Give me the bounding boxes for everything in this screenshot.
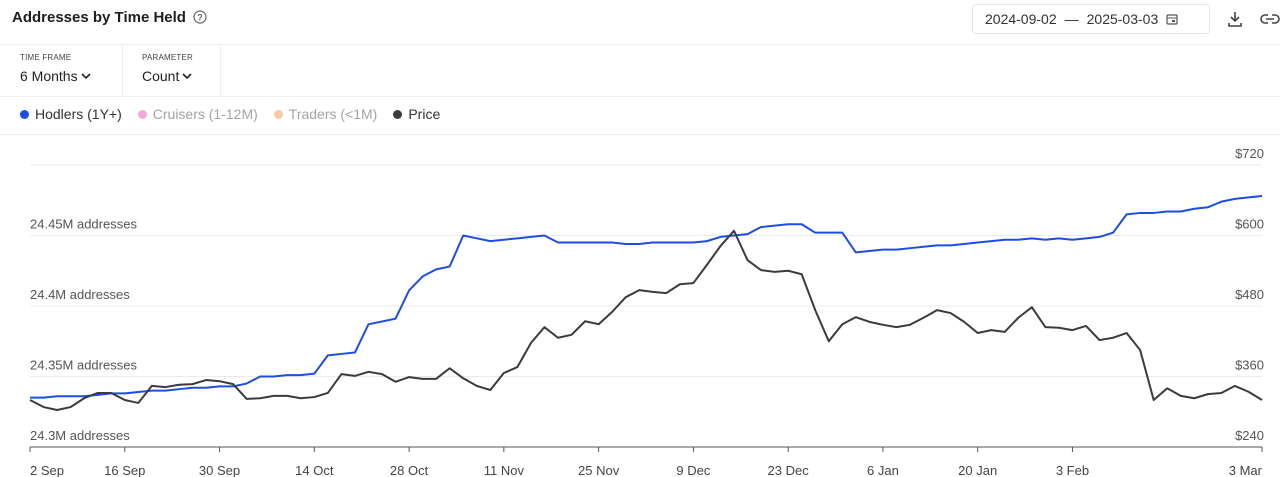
legend-label: Price (408, 106, 441, 122)
y-tick-label: 24.4M addresses (30, 287, 130, 302)
legend-item[interactable]: Hodlers (1Y+) (20, 106, 122, 122)
y-tick-label: 24.35M addresses (30, 358, 137, 373)
divider (0, 44, 1280, 45)
legend-label: Hodlers (1Y+) (35, 106, 122, 122)
legend-swatch (393, 109, 403, 119)
x-tick-label: 9 Dec (676, 463, 710, 477)
legend: Hodlers (1Y+) Cruisers (1-12M) Traders (<1… (20, 106, 440, 122)
y2-tick-label: $360 (1235, 358, 1264, 373)
x-tick-label: 30 Sep (199, 463, 240, 477)
y2-tick-label: $240 (1235, 428, 1264, 443)
title: Addresses by Time Held ? (12, 9, 207, 26)
control-value: Count (142, 68, 193, 84)
title-text: Addresses by Time Held (12, 9, 186, 26)
divider (122, 44, 123, 96)
x-tick-label: 23 Dec (768, 463, 810, 477)
y2-tick-label: $480 (1235, 287, 1264, 302)
legend-label: Traders (<1M) (288, 106, 378, 122)
series-line (30, 195, 1263, 399)
link-icon[interactable] (1260, 10, 1280, 28)
x-tick-label: 20 Jan (958, 463, 997, 477)
help-icon[interactable]: ? (193, 10, 207, 24)
control-value-text: Count (142, 68, 180, 84)
control[interactable]: TIME FRAME 6 Months (20, 53, 91, 84)
x-tick-label: 28 Oct (390, 463, 429, 477)
chevron (182, 73, 192, 80)
x-tick-label: 16 Sep (104, 463, 145, 477)
control-value-text: 6 Months (20, 68, 78, 84)
svg-text:?: ? (197, 13, 203, 23)
legend-item[interactable]: Price (393, 106, 440, 122)
date-separator: — (1064, 11, 1079, 27)
date-range[interactable]: 2024-09-02 — 2025-03-03 (972, 4, 1210, 34)
calendar-icon (1166, 14, 1178, 25)
y-tick-label: 24.3M addresses (30, 428, 130, 443)
divider (0, 96, 1280, 97)
x-tick-label: 6 Jan (867, 463, 899, 477)
series-line (29, 229, 1263, 411)
legend-swatch (137, 109, 147, 119)
y2-tick-label: $600 (1235, 217, 1264, 232)
x-tick-label: 3 Mar (1229, 463, 1263, 477)
chevron (81, 73, 91, 80)
x-tick-label: 25 Nov (578, 463, 620, 477)
legend-item[interactable]: Traders (<1M) (273, 106, 378, 122)
y2-tick-label: $720 (1235, 146, 1264, 161)
x-tick-label: 2 Sep (30, 463, 64, 477)
legend-swatch (20, 109, 29, 119)
x-tick-label: 14 Oct (295, 463, 334, 477)
x-tick-label: 11 Nov (484, 463, 525, 477)
control-label: TIME FRAME (20, 53, 72, 62)
date-end: 2025-03-03 (1086, 11, 1159, 27)
legend-swatch (273, 109, 283, 119)
y-tick-label: 24.45M addresses (30, 217, 137, 232)
legend-label: Cruisers (1-12M) (152, 106, 258, 122)
x-tick-label: 3 Feb (1056, 463, 1089, 477)
divider (220, 44, 221, 96)
control[interactable]: PARAMETER Count (142, 53, 193, 84)
divider (0, 134, 1280, 135)
download-icon[interactable] (1226, 10, 1244, 28)
control-label: PARAMETER (142, 53, 193, 62)
legend-item[interactable]: Cruisers (1-12M) (137, 106, 258, 122)
control-value: 6 Months (20, 68, 91, 84)
date-start: 2024-09-02 (985, 11, 1057, 27)
